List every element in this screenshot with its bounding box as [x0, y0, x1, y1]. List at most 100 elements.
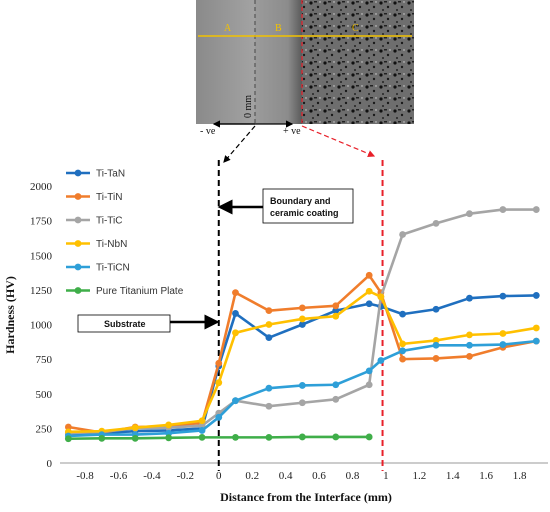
- data-point: [332, 433, 340, 441]
- data-point: [532, 292, 540, 299]
- data-point: [298, 433, 306, 441]
- data-point: [232, 397, 239, 405]
- annotation-substrate-box: [77, 314, 171, 333]
- x-tick-label: 0.4: [279, 470, 293, 482]
- data-point: [198, 422, 206, 430]
- data-point: [466, 341, 473, 349]
- data-point: [332, 381, 340, 389]
- data-point: [332, 395, 340, 403]
- data-point: [377, 357, 385, 364]
- data-point: [377, 293, 385, 301]
- x-tick-label: -0.6: [110, 470, 128, 482]
- data-point: [265, 321, 273, 328]
- data-point: [198, 433, 206, 441]
- series-ti-tan: [64, 292, 540, 438]
- data-point: [64, 423, 72, 431]
- x-tick-label: 0.6: [312, 470, 326, 482]
- data-point: [432, 341, 440, 349]
- x-axis-title: Distance from the Interface (mm): [220, 490, 392, 504]
- data-point: [165, 434, 173, 442]
- annotation-boundary-box: [262, 188, 354, 224]
- data-point: [298, 382, 306, 389]
- legend-label: Ti-TiCN: [96, 263, 130, 274]
- x-tick-label: -0.8: [76, 470, 94, 482]
- data-point: [332, 312, 340, 320]
- legend: Ti-TaN Ti-TiN Ti-TiC Ti-NbN Ti-TiCN Pure Tita…: [66, 169, 184, 297]
- data-point: [432, 219, 440, 227]
- series-line: [68, 289, 537, 434]
- data-point: [332, 307, 340, 315]
- axes: -0.8 -0.6 -0.4 -0.2 0 0.2 0.4 0.6 0.8 1 1.2 1.4 1.6 1…: [30, 181, 548, 482]
- data-point: [215, 359, 223, 367]
- legend-swatch-marker: [74, 216, 82, 224]
- micrograph-region-c: [302, 0, 414, 124]
- data-point: [466, 210, 473, 218]
- x-tick-label: 1.6: [479, 470, 493, 482]
- micrograph: A B C 0 mm - ve + ve: [196, 0, 414, 137]
- legend-label: Ti-NbN: [96, 239, 127, 250]
- data-point: [232, 329, 239, 337]
- data-point: [265, 334, 273, 342]
- data-point: [399, 355, 407, 363]
- annotation-substrate-text: Substrate: [104, 319, 146, 329]
- x-tick-label: 1: [383, 470, 389, 482]
- data-point: [365, 271, 373, 279]
- legend-swatch-marker: [74, 287, 82, 294]
- data-point: [131, 434, 139, 442]
- data-point: [298, 315, 306, 323]
- data-point: [532, 337, 540, 345]
- data-point: [532, 206, 540, 213]
- y-tick-label: 1250: [30, 285, 53, 297]
- data-point: [298, 399, 306, 407]
- data-point: [131, 424, 139, 432]
- x-tick-label: -0.4: [143, 470, 161, 482]
- y-tick-label: 750: [36, 354, 53, 366]
- annotation-boundary-text2: ceramic coating: [270, 208, 339, 218]
- x-tick-label: -0.2: [177, 470, 194, 482]
- data-point: [532, 324, 540, 332]
- data-point: [399, 310, 407, 318]
- data-point: [365, 287, 373, 295]
- y-tick-label: 500: [36, 389, 53, 401]
- data-point: [365, 433, 373, 441]
- x-tick-label: 1.2: [412, 470, 426, 482]
- data-point: [466, 352, 473, 360]
- series-layer: [64, 206, 540, 443]
- micrograph-scale-label: 0 mm: [243, 95, 254, 118]
- legend-swatch-marker: [74, 240, 82, 247]
- data-point: [298, 304, 306, 312]
- legend-swatch-marker: [74, 169, 82, 177]
- legend-swatch-marker: [74, 193, 82, 200]
- legend-label: Pure Titanium Plate: [96, 286, 184, 297]
- connector-black-arrow: [223, 125, 256, 163]
- y-axis-title: Hardness (HV): [3, 276, 17, 354]
- x-tick-label: 0.8: [346, 470, 360, 482]
- x-tick-label: 0.2: [245, 470, 259, 482]
- legend-label: Ti-TaN: [96, 169, 125, 180]
- data-point: [265, 402, 273, 410]
- data-point: [365, 381, 373, 389]
- series-pure-titanium-plate: [64, 433, 373, 443]
- micrograph-label-a: A: [224, 23, 232, 34]
- data-point: [499, 206, 507, 213]
- y-tick-label: 1500: [30, 250, 53, 262]
- data-point: [215, 379, 223, 387]
- data-point: [215, 413, 223, 421]
- annotation-boundary-text: Boundary and: [270, 196, 331, 206]
- data-point: [432, 337, 440, 344]
- data-point: [399, 347, 407, 355]
- y-tick-label: 1750: [30, 216, 53, 228]
- legend-label: Ti-TiN: [96, 192, 122, 203]
- data-point: [332, 302, 340, 310]
- data-point: [399, 231, 407, 238]
- micrograph-label-c: C: [352, 23, 359, 34]
- connector-red-arrow: [301, 125, 376, 158]
- y-tick-label: 0: [47, 458, 53, 470]
- series-line: [68, 435, 370, 441]
- micrograph-region-a: [196, 0, 255, 124]
- y-tick-label: 1000: [30, 320, 53, 332]
- data-point: [365, 300, 373, 308]
- data-point: [198, 427, 206, 434]
- legend-label: Ti-TiC: [96, 216, 122, 227]
